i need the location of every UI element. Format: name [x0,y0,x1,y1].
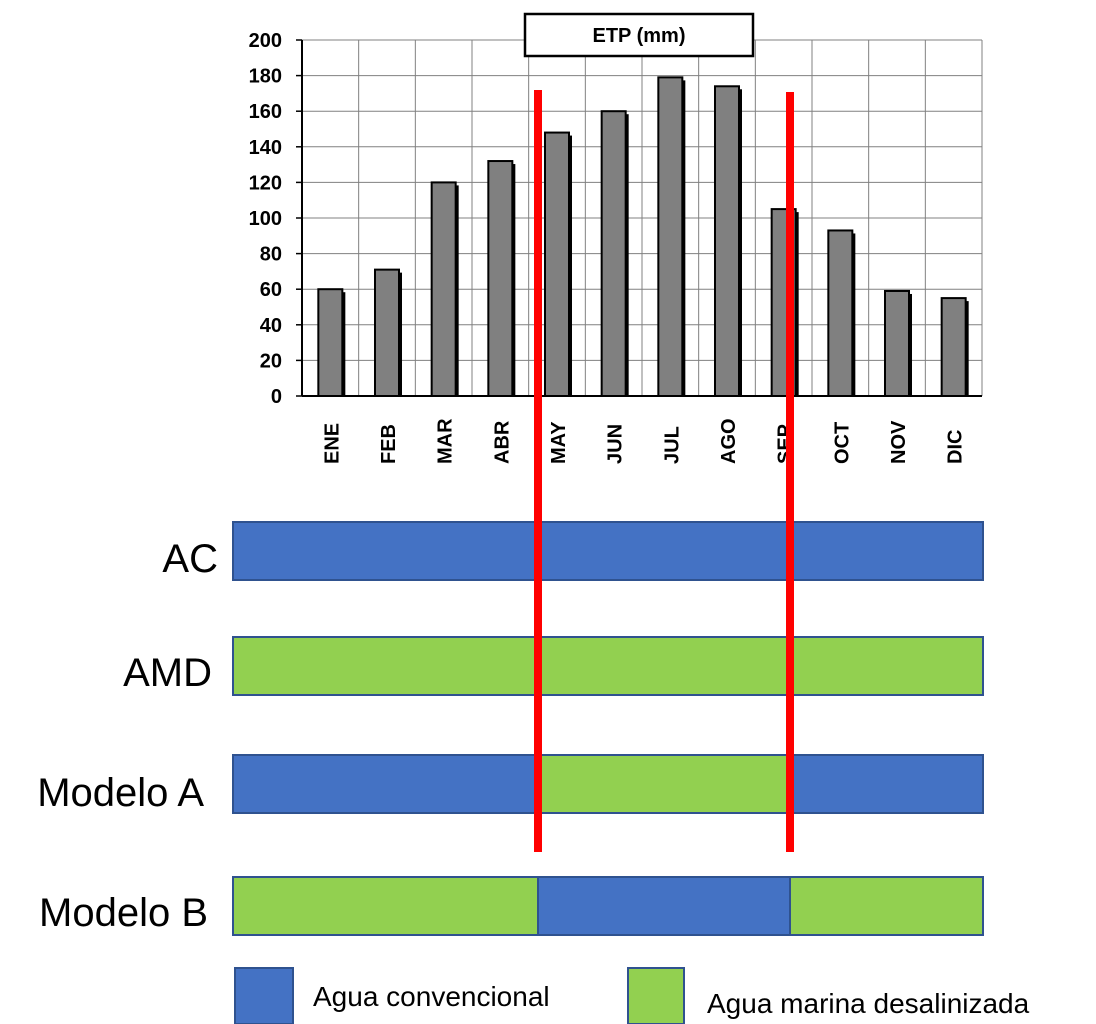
chart-title-box: ETP (mm) [523,12,755,58]
bar-ene [317,288,344,398]
y-tick-label: 80 [260,244,282,266]
etp-bar-chart: 0 20 40 60 80 100 120 140 160 180 200 ENE FEB MAR ABR… [249,12,983,464]
y-tick-label: 0 [271,386,282,408]
row-segment-convencional [789,754,984,814]
bar-oct [827,229,854,397]
row-label: AMD [123,651,212,695]
row-ac: AC [162,521,984,581]
y-tick-label: 40 [260,315,282,337]
row-amd: AMD [123,636,984,696]
row-segment-desalinizada [232,636,984,696]
row-segment-convencional [232,754,539,814]
x-tick-label: MAR [435,418,457,464]
row-segment-desalinizada [537,754,791,814]
chart-grid [301,39,983,397]
row-label: Modelo B [39,891,208,935]
season-marker-lines [534,90,794,852]
bar-jul [657,76,684,397]
row-segment-convencional [537,876,791,936]
bar-mar [430,181,457,397]
row-segment-desalinizada [789,876,984,936]
x-tick-label: OCT [831,422,853,464]
y-tick-label: 180 [249,66,282,88]
y-tick-label: 120 [249,172,282,194]
bar-jun [600,110,627,397]
bar-series [317,76,969,398]
y-tick-label: 200 [249,30,282,52]
legend-label-convencional: Agua convencional [313,981,550,1012]
y-tick-label: 100 [249,208,282,230]
bar-dic [940,297,967,398]
x-axis-ticks: ENE FEB MAR ABR MAY JUN JUL AGO SEP OCT NOV DIC [321,418,966,464]
bar-nov [884,289,910,398]
y-axis-ticks: 0 20 40 60 80 100 120 140 160 180 200 [249,30,302,408]
row-label: Modelo A [37,771,204,815]
y-tick-label: 160 [249,101,282,123]
y-tick-label: 20 [260,350,282,372]
x-tick-label: MAY [548,421,570,464]
x-tick-label: JUN [605,424,627,464]
row-modelo-b: Modelo B [39,876,984,936]
legend-label-desalinizada: Agua marina desalinizada [707,988,1030,1019]
bar-ago [714,85,740,397]
bar-feb [374,268,400,397]
bar-may [544,131,570,397]
bar-abr [487,160,514,397]
chart-title: ETP (mm) [593,25,686,47]
x-tick-label: AGO [718,418,740,464]
scenario-rows: AC AMD Modelo A Modelo B [37,521,984,936]
legend-swatch-convencional [234,967,294,1024]
y-tick-label: 140 [249,137,282,159]
x-tick-label: NOV [888,420,910,464]
x-tick-label: DIC [945,430,967,464]
legend: Agua convencional Agua marina desaliniza… [234,967,1030,1024]
row-modelo-a: Modelo A [37,754,984,815]
legend-swatch-desalinizada [627,967,685,1024]
row-label: AC [162,537,218,581]
row-segment-convencional [232,521,984,581]
x-tick-label: JUL [661,426,683,464]
row-segment-desalinizada [232,876,539,936]
x-tick-label: ENE [321,423,343,464]
x-tick-label: FEB [378,424,400,464]
x-tick-label: ABR [491,420,513,464]
y-tick-label: 60 [260,279,282,301]
